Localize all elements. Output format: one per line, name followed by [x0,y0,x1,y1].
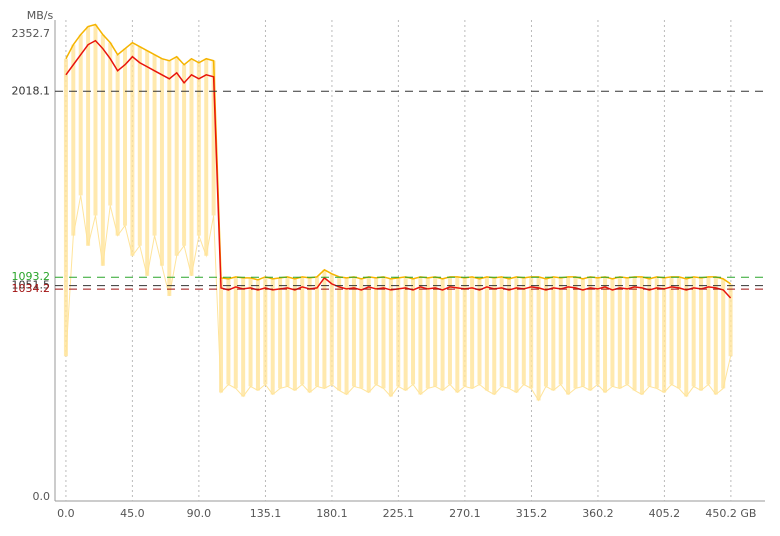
x-tick-label: 225.1 [383,507,415,520]
y-tick-label: 0.0 [33,490,51,503]
x-tick-label: 90.0 [187,507,212,520]
x-tick-label: 0.0 [57,507,75,520]
y-tick-label: 2352.7 [12,27,51,40]
reference-label: 1034.2 [12,282,51,295]
x-tick-label: 405.2 [649,507,681,520]
reference-label: 1051.5 [12,279,51,292]
series-line [65,195,732,402]
x-tick-label: 360.2 [582,507,614,520]
x-tick-label: 180.1 [316,507,348,520]
y-axis-unit: MB/s [27,9,54,22]
series-line [65,23,732,285]
x-tick-label: 270.1 [449,507,481,520]
x-tick-label: 315.2 [516,507,548,520]
series-line [65,39,732,299]
reference-label: 1093.2 [12,270,51,283]
x-tick-label: 135.1 [250,507,282,520]
x-tick-label: 45.0 [120,507,145,520]
x-tick-label: 450.2 GB [705,507,756,520]
reference-label: 2018.1 [12,84,51,97]
